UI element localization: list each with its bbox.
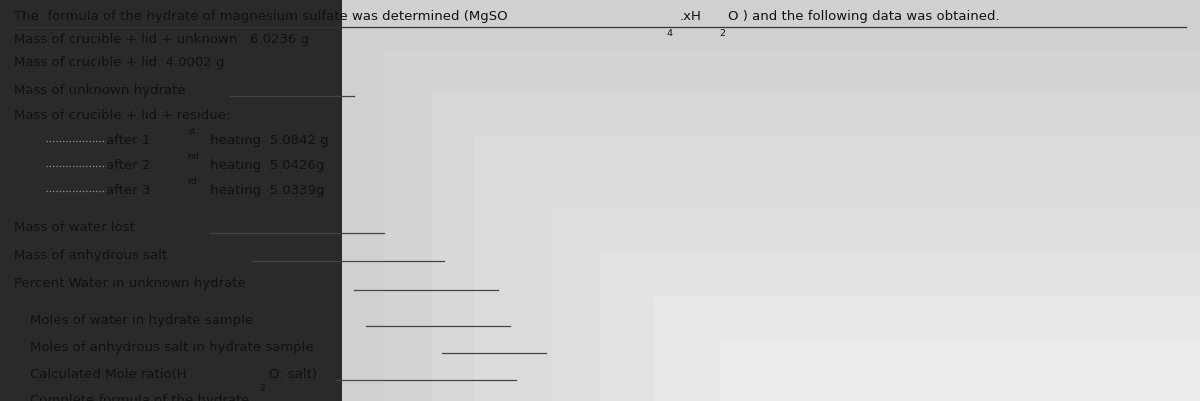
Bar (600, 253, 1200, 401)
Text: Calculated Mole ratio(H: Calculated Mole ratio(H (30, 368, 187, 381)
Text: Moles of water in hydrate sample: Moles of water in hydrate sample (30, 314, 253, 326)
Text: O: salt): O: salt) (269, 368, 317, 381)
Text: st: st (187, 127, 196, 136)
Bar (654, 297, 1200, 401)
Bar (552, 209, 1200, 401)
Text: after 2: after 2 (106, 159, 150, 172)
Text: Mass of unknown hydrate: Mass of unknown hydrate (14, 84, 186, 97)
Text: The  formula of the hydrate of magnesium sulfate was determined (MgSO: The formula of the hydrate of magnesium … (14, 10, 508, 23)
Text: rd: rd (187, 177, 197, 186)
Bar (720, 339, 1200, 401)
Text: 2: 2 (259, 384, 265, 393)
Text: O ) and the following data was obtained.: O ) and the following data was obtained. (728, 10, 1000, 23)
Text: Moles of anhydrous salt in hydrate sample: Moles of anhydrous salt in hydrate sampl… (30, 341, 313, 354)
Text: Mass of water lost: Mass of water lost (14, 221, 136, 234)
Bar (474, 136, 1200, 401)
Text: after 3: after 3 (106, 184, 150, 197)
Text: Percent Water in unknown hydrate: Percent Water in unknown hydrate (14, 277, 246, 290)
Text: nd: nd (187, 152, 199, 161)
Text: heating  5.0842 g: heating 5.0842 g (206, 134, 329, 147)
Text: Mass of crucible + lid + unknown   6.0236 g: Mass of crucible + lid + unknown 6.0236 … (14, 33, 310, 46)
Text: Complete formula of the hydrate: Complete formula of the hydrate (30, 394, 250, 401)
Text: 4: 4 (667, 29, 673, 38)
Text: after 1: after 1 (106, 134, 150, 147)
Text: Mass of crucible + lid + residue:: Mass of crucible + lid + residue: (14, 109, 230, 122)
Text: heating  5.0426g: heating 5.0426g (206, 159, 325, 172)
Text: 2: 2 (719, 29, 725, 38)
Text: heating  5.0339g: heating 5.0339g (206, 184, 325, 197)
Bar (432, 92, 1200, 401)
Bar (384, 50, 1200, 401)
Text: Mass of crucible + lid  4.0002 g: Mass of crucible + lid 4.0002 g (14, 56, 224, 69)
Text: Mass of anhydrous salt: Mass of anhydrous salt (14, 249, 168, 262)
Text: .xH: .xH (679, 10, 701, 23)
Bar (342, 0, 1200, 401)
